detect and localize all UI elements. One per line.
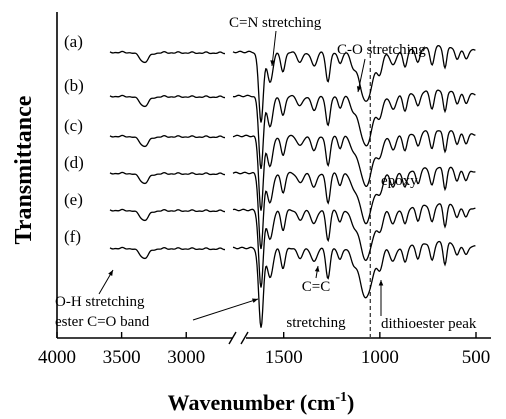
spectrum-right-4	[232, 166, 476, 250]
spectrum-left-5	[109, 208, 226, 222]
x-axis-label-suffix: )	[347, 390, 354, 415]
axis-break-mark-2	[240, 331, 249, 345]
curve-label-3: (c)	[64, 116, 83, 135]
annotation-arrow-5	[192, 298, 259, 321]
x-tick-label-3500: 3500	[103, 347, 141, 368]
axes-group: 4000 3500 3000 1500 1000 500	[38, 12, 491, 368]
annotations-group: C=N stretching C-O stretching epoxy O-H str…	[55, 15, 477, 332]
annotation-4: O-H stretching	[55, 294, 145, 310]
spectrum-left-4	[109, 171, 226, 185]
annotation-arrowhead-1	[270, 60, 275, 66]
x-axis-label-main: Wavenumber (cm	[168, 390, 336, 415]
annotation-5: ester C=O band	[55, 314, 150, 330]
annotation-arrowhead-8	[378, 280, 384, 286]
annotation-arrow-1	[271, 30, 277, 67]
curve-label-5: (e)	[64, 190, 83, 209]
spectrum-left-6	[109, 246, 226, 260]
annotation-arrowhead-5	[252, 298, 258, 303]
x-tick-label-1000: 1000	[361, 347, 399, 368]
annotation-8: dithioester peak	[381, 316, 477, 332]
spectrum-right-1	[232, 44, 476, 123]
x-axis-label-superscript: -1	[335, 390, 347, 405]
annotation-3: epoxy	[381, 173, 418, 189]
spectrum-right-2	[232, 89, 476, 170]
spectrum-right-5	[232, 203, 476, 288]
spectrum-left-1	[109, 50, 226, 64]
x-tick-label-1500: 1500	[265, 347, 303, 368]
curve-label-1: (a)	[64, 32, 83, 51]
y-axis-label: Transmittance	[11, 95, 37, 244]
spectrum-right-6	[232, 240, 476, 328]
labels-group: Transmittance Wavenumber (cm-1)	[11, 95, 354, 415]
x-tick-label-500: 500	[462, 347, 491, 368]
annotation-arrowhead-4	[108, 270, 113, 276]
spectrum-right-3	[232, 130, 476, 211]
annotation-7: stretching	[286, 315, 346, 331]
x-tick-label-4000: 4000	[38, 347, 76, 368]
spectrum-left-2	[109, 94, 226, 108]
annotation-1: C=N stretching	[229, 15, 322, 31]
annotation-arrow-2	[357, 58, 366, 93]
annotation-arrowhead-2	[356, 86, 362, 92]
curve-label-2: (b)	[64, 76, 84, 95]
annotation-2: C-O stretching	[337, 42, 426, 58]
x-axis-label: Wavenumber (cm-1)	[168, 390, 355, 415]
curve-label-4: (d)	[64, 153, 84, 172]
curve-label-6: (f)	[64, 227, 81, 246]
annotation-6: C=C	[302, 279, 330, 295]
spectra-group: (a) (b) (c) (d) (e) (f)	[64, 32, 476, 337]
spectrum-left-3	[109, 134, 226, 148]
axis-break-mark-1	[228, 331, 237, 345]
annotation-arrowhead-6	[314, 266, 320, 272]
x-tick-label-3000: 3000	[167, 347, 205, 368]
